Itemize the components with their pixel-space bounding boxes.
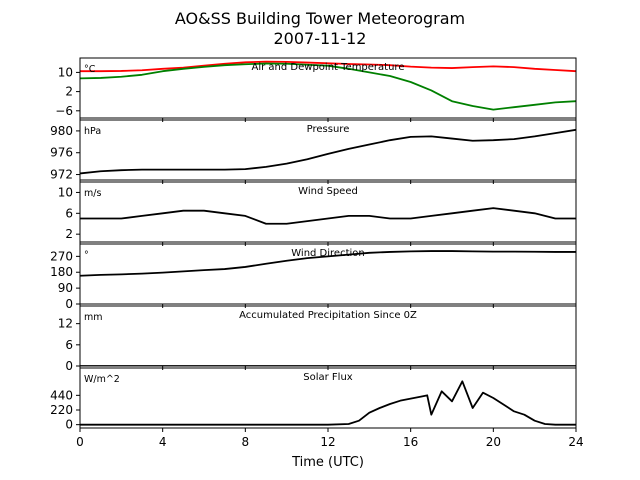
x-axis-label: Time (UTC) [291, 455, 364, 470]
x-tick-label: 20 [486, 435, 501, 449]
series-line-3-0 [80, 250, 576, 277]
panel-unit-label: mm [84, 312, 103, 323]
y-tick-label: 6 [65, 206, 73, 220]
panel-title: Air and Dewpoint Temperature [252, 62, 405, 73]
panel-title: Wind Speed [298, 186, 358, 197]
panel-unit-label: °C [84, 64, 96, 75]
panel-title: Solar Flux [303, 372, 353, 383]
x-tick-label: 8 [242, 435, 250, 449]
panel-unit-label: ° [84, 250, 89, 261]
panel-title: Wind Direction [291, 248, 365, 259]
series-line-1-0 [80, 128, 576, 175]
panel-3: 270 180 90 0 ° Wind Direction [50, 243, 577, 311]
panel-0: 10 2 −6 °C Air and Dewpoint Temperature [55, 57, 577, 122]
y-tick-label: 12 [58, 317, 73, 331]
x-tick-label: 16 [403, 435, 418, 449]
y-tick-label: 976 [50, 146, 73, 160]
figure-title-line2: 2007-11-12 [274, 29, 367, 48]
x-tick-label: 12 [320, 435, 335, 449]
x-tick-label: 4 [159, 435, 167, 449]
y-tick-label: 972 [50, 168, 73, 182]
panel-unit-label: m/s [84, 188, 101, 199]
panels-group: 10 2 −6 °C Air and Dewpoint Temperature 980 97… [50, 57, 577, 432]
series-line-2-0 [80, 207, 576, 225]
y-tick-label: 6 [65, 338, 73, 352]
y-tick-label: 440 [50, 388, 73, 402]
panel-2: 10 6 2 m/s Wind Speed [58, 181, 577, 246]
panel-title: Accumulated Precipitation Since 0Z [239, 310, 417, 321]
panel-1: 980 976 972 hPa Pressure [50, 119, 577, 184]
y-tick-label: 10 [58, 185, 73, 199]
series-line-0-1 [80, 62, 576, 111]
y-tick-label: 2 [65, 85, 73, 99]
figure-title-line1: AO&SS Building Tower Meteorogram [175, 9, 465, 28]
y-tick-label: 180 [50, 265, 73, 279]
y-tick-label: 220 [50, 403, 73, 417]
panel-4: 12 6 0 mm Accumulated Precipitation Since 0Z [58, 305, 577, 373]
series-line-5-0 [80, 380, 576, 426]
panel-title: Pressure [307, 124, 350, 135]
y-tick-label: 0 [65, 359, 73, 373]
y-tick-label: 980 [50, 124, 73, 138]
y-tick-label: 10 [58, 65, 73, 79]
y-tick-label: 0 [65, 418, 73, 432]
x-axis: 0 4 8 12 16 20 24 [76, 435, 583, 449]
y-tick-label: 270 [50, 249, 73, 263]
series-line-0-0 [80, 60, 576, 73]
y-tick-label: 0 [65, 297, 73, 311]
y-tick-label: 2 [65, 227, 73, 241]
panel-unit-label: hPa [84, 126, 101, 137]
x-tick-label: 0 [76, 435, 84, 449]
y-tick-label: −6 [55, 104, 73, 118]
panel-unit-label: W/m^2 [84, 374, 120, 385]
y-tick-label: 90 [58, 281, 73, 295]
x-tick-label: 24 [568, 435, 583, 449]
